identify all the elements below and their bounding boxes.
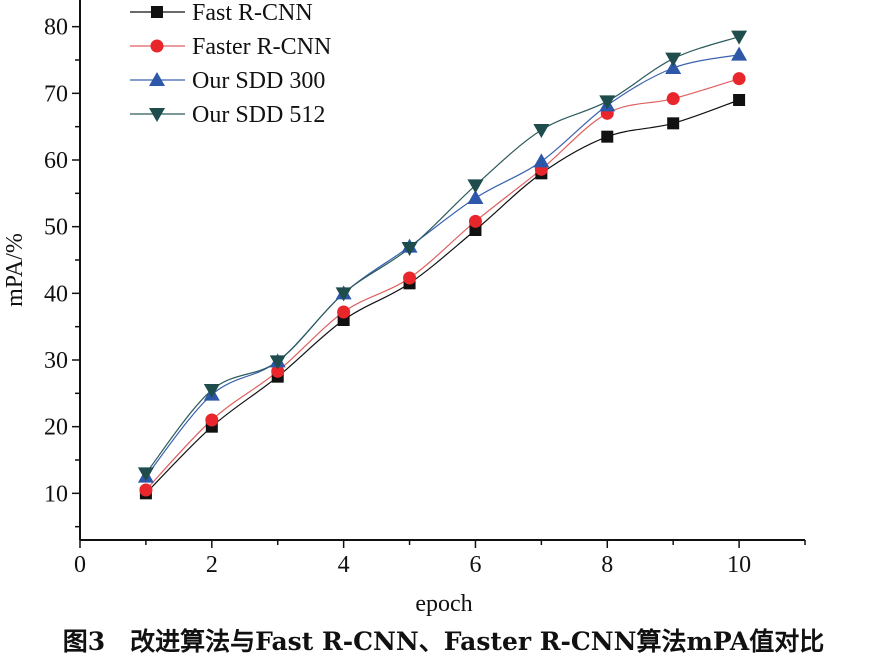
figure-caption: 图3 改进算法与Fast R-CNN、Faster R-CNN算法mPA值对比 xyxy=(62,627,825,656)
data-point xyxy=(731,46,748,61)
series-markers xyxy=(137,30,748,500)
data-point xyxy=(335,287,352,302)
data-point xyxy=(401,242,418,256)
x-tick-label: 10 xyxy=(727,552,751,578)
legend-marker xyxy=(149,108,165,122)
x-tick-label: 4 xyxy=(338,552,350,578)
data-point xyxy=(337,305,351,319)
data-point xyxy=(403,271,417,285)
legend-marker xyxy=(150,39,164,53)
data-point xyxy=(137,467,154,482)
data-point xyxy=(665,52,682,67)
data-point xyxy=(601,130,614,143)
data-point xyxy=(667,117,680,130)
y-tick-label: 20 xyxy=(44,415,68,441)
data-point xyxy=(468,214,482,228)
y-tick-label: 80 xyxy=(44,15,68,41)
x-tick-label: 8 xyxy=(601,552,613,578)
data-point xyxy=(533,124,550,138)
y-tick-label: 50 xyxy=(44,215,68,241)
data-point xyxy=(533,153,550,168)
legend-label: Our SDD 512 xyxy=(192,102,325,128)
data-point xyxy=(666,92,680,106)
x-axis-label: epoch xyxy=(415,591,472,617)
axes: 0 2 4 6 8 10 10 20 30 40 50 60 70 80 xyxy=(44,0,806,578)
y-tick-label: 40 xyxy=(44,281,68,307)
series-lines xyxy=(145,36,740,494)
series-line-1 xyxy=(145,99,740,494)
line-chart: 0 2 4 6 8 10 10 20 30 40 50 60 70 80 Fast R-CNN Faster… xyxy=(2,0,806,617)
y-tick-label: 10 xyxy=(44,481,68,507)
data-point xyxy=(139,483,153,497)
y-axis-label: mPA/% xyxy=(2,233,28,307)
data-point xyxy=(203,384,220,398)
y-tick-label: 60 xyxy=(44,148,68,174)
x-tick-label: 2 xyxy=(206,552,218,578)
series-line-3 xyxy=(145,54,740,478)
legend-label: Our SDD 300 xyxy=(192,68,325,94)
legend-label: Faster R-CNN xyxy=(192,34,331,60)
data-point xyxy=(665,60,682,74)
y-tick-label: 70 xyxy=(44,81,68,107)
x-tick-label: 6 xyxy=(469,552,481,578)
data-point xyxy=(467,190,484,204)
legend: Fast R-CNN Faster R-CNN Our SDD 300 Our SDD… xyxy=(130,0,331,128)
x-tick-label: 0 xyxy=(74,552,86,578)
data-point xyxy=(599,95,616,110)
data-point xyxy=(733,94,746,106)
data-point xyxy=(731,30,748,45)
legend-marker xyxy=(151,6,163,18)
data-point xyxy=(467,179,484,194)
legend-marker xyxy=(149,72,165,86)
legend-label: Fast R-CNN xyxy=(192,0,313,26)
series-line-2 xyxy=(145,78,740,491)
series-line-4 xyxy=(145,36,740,474)
data-point xyxy=(205,413,219,427)
y-tick-label: 30 xyxy=(44,348,68,374)
data-point xyxy=(732,72,746,86)
data-point xyxy=(271,364,285,378)
data-point xyxy=(269,355,286,370)
